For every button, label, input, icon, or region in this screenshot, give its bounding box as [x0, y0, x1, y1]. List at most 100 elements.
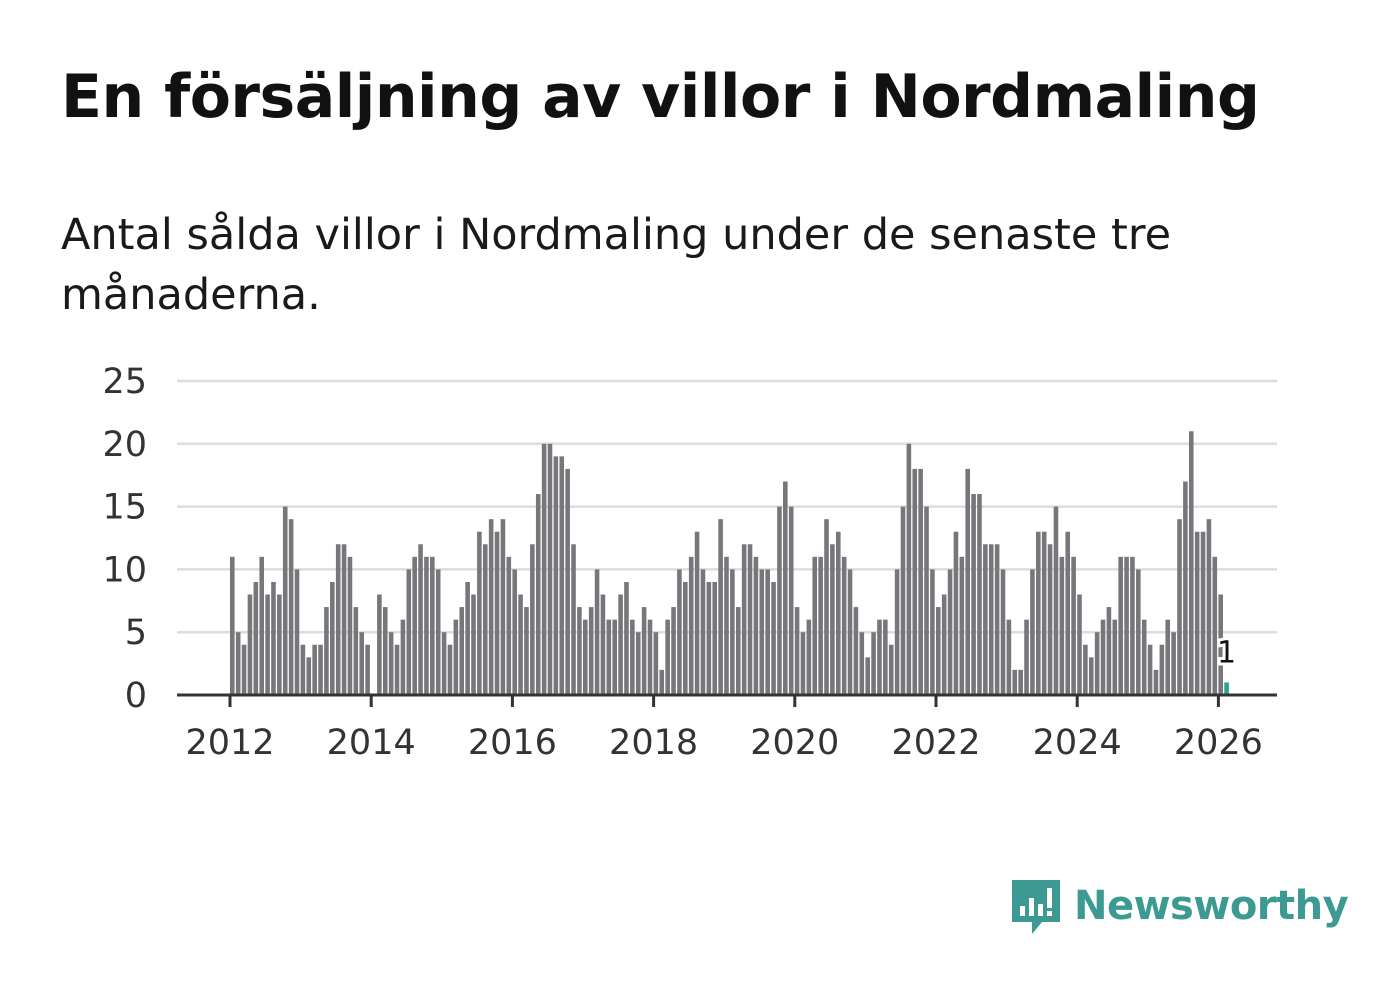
bar — [977, 494, 982, 695]
bar — [677, 569, 682, 695]
bar — [912, 468, 918, 695]
bar — [1059, 556, 1065, 695]
y-tick-label: 5 — [125, 613, 147, 653]
bar — [324, 607, 329, 695]
bar — [1124, 556, 1129, 695]
bar — [788, 506, 794, 695]
bar — [259, 556, 264, 695]
bar — [741, 544, 747, 695]
bar — [988, 544, 994, 695]
bar — [641, 607, 647, 695]
bar — [335, 544, 341, 695]
bar — [883, 619, 888, 695]
annotation: 1 — [1214, 632, 1239, 673]
bar — [253, 581, 259, 695]
bar — [365, 644, 370, 695]
bar — [1077, 594, 1082, 695]
bar — [824, 519, 829, 695]
bar — [847, 569, 853, 695]
x-tick-label: 2020 — [750, 723, 839, 763]
bar — [1047, 544, 1053, 695]
bar — [841, 556, 847, 695]
bar — [806, 619, 812, 695]
bar — [718, 519, 723, 695]
bar — [588, 607, 594, 695]
y-tick-label: 20 — [102, 425, 147, 465]
bar — [359, 632, 365, 695]
bar-highlight — [1224, 682, 1229, 695]
bar — [235, 632, 241, 695]
bar — [900, 506, 906, 695]
bar — [512, 569, 517, 695]
bar — [835, 531, 841, 695]
x-tick-label: 2018 — [609, 723, 698, 763]
bar — [330, 581, 335, 695]
bar — [500, 519, 506, 695]
bar — [624, 581, 629, 695]
bar — [724, 556, 729, 695]
bar — [694, 531, 700, 695]
bar — [282, 506, 288, 695]
bar — [671, 607, 676, 695]
bar — [947, 569, 953, 695]
last-value-label: 1 — [1217, 635, 1236, 670]
bar — [341, 544, 347, 695]
x-axis-labels: 2012 2014 2016 2018 2020 2022 2024 2026 — [185, 723, 1262, 763]
bar — [477, 531, 482, 695]
bar — [700, 569, 706, 695]
bar — [394, 644, 400, 695]
bar — [494, 531, 500, 695]
bar — [812, 556, 818, 695]
bar — [871, 632, 876, 695]
bar — [1024, 619, 1029, 695]
bar — [765, 569, 770, 695]
x-tick-label: 2012 — [185, 723, 274, 763]
y-axis-labels: 0 5 10 15 20 25 — [102, 362, 147, 716]
bar — [530, 544, 535, 695]
bar — [230, 556, 235, 695]
bar — [618, 594, 623, 695]
bar — [241, 644, 247, 695]
bar — [1171, 632, 1176, 695]
bar — [830, 544, 835, 695]
bar — [1118, 556, 1123, 695]
bar — [506, 556, 512, 695]
x-tick-label: 2016 — [468, 723, 557, 763]
bar — [1065, 531, 1071, 695]
bar — [277, 594, 282, 695]
bar — [753, 556, 759, 695]
bar — [712, 581, 718, 695]
x-tick-label: 2024 — [1033, 723, 1122, 763]
bar — [288, 519, 294, 695]
bar — [606, 619, 612, 695]
bar — [983, 544, 988, 695]
bar — [971, 494, 976, 695]
bar — [1083, 644, 1088, 695]
bar — [553, 456, 559, 695]
bar — [577, 607, 582, 695]
bar — [541, 443, 547, 695]
bar — [653, 632, 659, 695]
x-tick-label: 2026 — [1174, 723, 1263, 763]
bar — [1041, 531, 1047, 695]
gridlines — [177, 379, 1277, 634]
bar — [1136, 569, 1141, 695]
bar — [771, 581, 776, 695]
bar — [959, 556, 965, 695]
bar — [630, 619, 635, 695]
bar — [777, 506, 782, 695]
bar — [377, 594, 382, 695]
bar — [424, 556, 429, 695]
bar — [936, 607, 941, 695]
bar — [924, 506, 929, 695]
bar — [435, 569, 441, 695]
bar — [412, 556, 417, 695]
bar — [265, 594, 270, 695]
brand-logo[interactable]: Newsworthy — [1010, 876, 1349, 936]
bar — [382, 607, 388, 695]
bar — [1071, 556, 1076, 695]
bar — [659, 669, 665, 695]
x-tick-label: 2022 — [891, 723, 980, 763]
bar — [1012, 669, 1018, 695]
bar — [853, 607, 859, 695]
